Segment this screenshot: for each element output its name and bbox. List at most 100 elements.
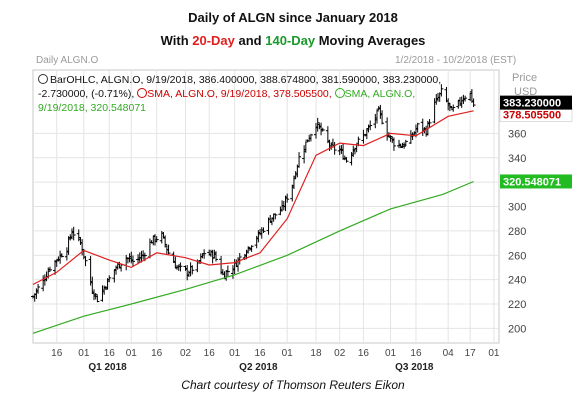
ohlc-bar	[83, 256, 88, 267]
x-tick-label: 02	[180, 348, 192, 359]
ohlc-bar	[380, 110, 385, 125]
ohlc-bar	[297, 152, 302, 168]
ohlc-bar	[374, 109, 379, 124]
subtitle-fast-ma: 20-Day	[192, 33, 235, 48]
x-tick-label: 16	[204, 348, 216, 359]
x-tick-label: 01	[229, 348, 241, 359]
svg-text:378.505500: 378.505500	[503, 109, 561, 121]
x-tick-label: 01	[126, 348, 138, 359]
ohlc-bar	[451, 104, 456, 112]
ohlc-bar	[166, 244, 171, 255]
sma20-info: SMA, ALGN.O, 9/19/2018, 378.505500,	[147, 88, 332, 100]
x-tick-label: 01	[282, 348, 294, 359]
ohlc-bar	[261, 227, 266, 234]
x-axis-ticks: 16 01 16 01 16 02 16 01 16 01 18 02 16 01 16 04 17 01 Q1 2…	[51, 348, 500, 373]
subtitle-mid: and	[234, 33, 266, 48]
x-group-label: Q2 2018	[239, 362, 278, 373]
ohlc-bar	[214, 251, 219, 262]
x-tick-label: 16	[255, 348, 267, 359]
ohlc-change: -2.730000, (-0.71%),	[38, 88, 135, 100]
y-tick-label: 220	[508, 299, 526, 311]
ohlc-bar	[190, 265, 195, 275]
ohlc-bar	[36, 283, 41, 294]
y-tick-label: 340	[508, 153, 526, 165]
x-tick-label: 04	[443, 348, 455, 359]
ohlc-bar	[308, 133, 313, 142]
ohlc-bar	[154, 236, 159, 243]
sma140-info-prefix: SMA, ALGN.O,	[344, 88, 416, 100]
y-tick-label: 300	[508, 202, 526, 214]
sma140-info: 9/19/2018, 320.548071	[38, 102, 147, 114]
x-tick-label: 02	[334, 348, 346, 359]
ohlc-bar	[391, 137, 396, 151]
x-tick-label: 16	[358, 348, 370, 359]
y-tick-label: 240	[508, 275, 526, 287]
y-tick-label: 260	[508, 250, 526, 262]
x-tick-label: 16	[410, 348, 422, 359]
chart-title: Daily of ALGN since January 2018	[188, 10, 398, 25]
y-tick-label: 280	[508, 226, 526, 238]
ohlc-bar	[397, 139, 402, 149]
ohlc-bar	[107, 275, 112, 283]
date-range-label: 1/2/2018 - 10/2/2018 (EST)	[395, 55, 517, 66]
x-tick-label: 01	[78, 348, 90, 359]
x-group-label: Q1 2018	[88, 362, 127, 373]
y-axis-ticks: 200220240260280300320340360	[508, 128, 526, 335]
ohlc-series-icon	[38, 74, 48, 84]
subtitle-slow-ma: 140-Day	[265, 33, 316, 48]
sma20-price-tag: 378.505500	[499, 106, 573, 122]
x-tick-label: 16	[104, 348, 116, 359]
x-tick-label: 17	[465, 348, 477, 359]
ohlc-bars	[31, 84, 476, 303]
sma140-price-tag: 320.548071	[500, 174, 572, 189]
subtitle-prefix: With	[160, 33, 193, 48]
last-price-tag: 383.230000	[500, 95, 572, 110]
ohlc-bar	[202, 249, 207, 259]
chart-subtitle: With 20-Day and 140-Day Moving Averages	[0, 33, 586, 48]
ohlc-bar	[320, 127, 325, 132]
ohlc-bar	[163, 235, 168, 248]
x-tick-label: 01	[488, 348, 500, 359]
sma140-series-icon	[334, 88, 345, 98]
ohlc-bar	[368, 120, 373, 131]
ohlc-bar	[47, 266, 52, 272]
currency-axis-label: USD	[514, 86, 538, 98]
sma140-line	[32, 180, 474, 334]
chart-caption: Chart courtesy of Thomson Reuters Eikon	[181, 378, 405, 392]
ohlc-bar	[95, 295, 100, 303]
subtitle-suffix: Moving Averages	[315, 33, 426, 48]
y-tick-label: 200	[508, 323, 526, 335]
ohlc-bar	[285, 193, 290, 203]
ohlc-bar	[225, 265, 230, 277]
price-axis-label: Price	[512, 72, 538, 84]
ohlc-bar	[463, 95, 468, 102]
ohlc-bar	[403, 139, 408, 147]
x-tick-label: 16	[151, 348, 163, 359]
sma20-line	[32, 110, 474, 286]
ohlc-bar	[273, 213, 278, 220]
ohlc-bar	[71, 226, 76, 241]
grid-lines	[32, 69, 500, 344]
ohlc-bar	[130, 255, 135, 267]
ohlc-bar	[471, 98, 476, 108]
info-line-2: -2.730000, (-0.71%), SMA, ALGN.O, 9/19/2…	[38, 88, 415, 100]
ohlc-bar	[249, 245, 254, 252]
ohlc-info: BarOHLC, ALGN.O, 9/19/2018, 386.400000, …	[38, 74, 441, 86]
ohlc-bar	[178, 262, 183, 272]
x-tick-label: 16	[51, 348, 63, 359]
y-tick-label: 360	[508, 128, 526, 140]
ohlc-bar	[303, 141, 308, 153]
ohlc-bar	[427, 119, 432, 128]
ohlc-info-text: BarOHLC, ALGN.O, 9/19/2018, 386.400000, …	[50, 74, 442, 86]
svg-text:320.548071: 320.548071	[503, 176, 561, 188]
symbol-label: Daily ALGN.O	[36, 55, 99, 66]
ohlc-bar	[361, 129, 366, 144]
ohlc-bar	[415, 122, 420, 133]
ohlc-bar	[59, 253, 64, 258]
ohlc-bar	[402, 142, 407, 149]
x-tick-label: 01	[385, 348, 397, 359]
ohlc-bar	[344, 157, 349, 163]
ohlc-bar	[439, 84, 444, 97]
